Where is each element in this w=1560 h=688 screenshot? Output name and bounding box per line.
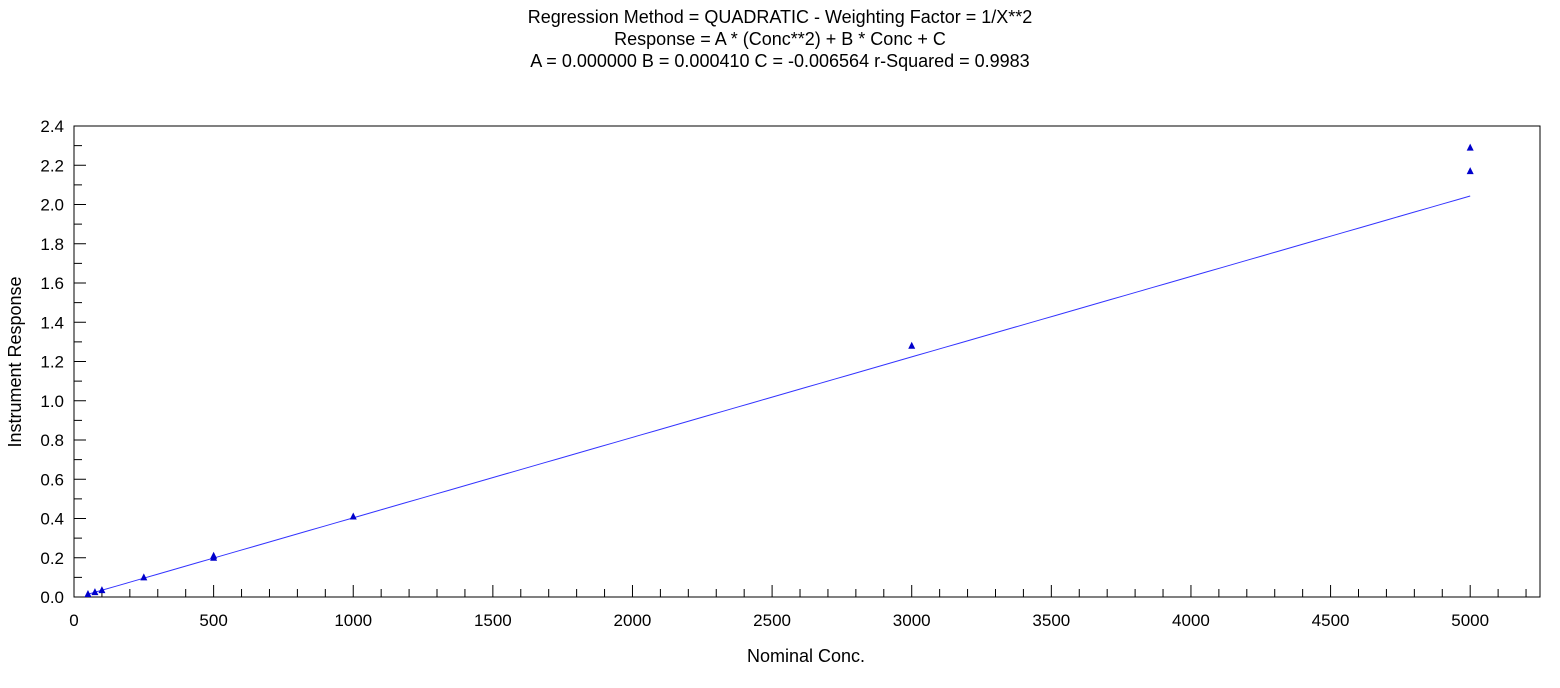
title-line-coefficients: A = 0.000000 B = 0.000410 C = -0.006564 … — [530, 51, 1030, 71]
x-tick-label: 4500 — [1312, 611, 1350, 630]
data-point — [98, 586, 106, 594]
y-tick-label: 1.8 — [40, 235, 64, 254]
y-tick-label: 1.4 — [40, 313, 64, 332]
data-point — [1466, 167, 1474, 175]
y-tick-label: 1.0 — [40, 392, 64, 411]
y-tick-label: 2.2 — [40, 156, 64, 175]
data-point — [140, 573, 148, 581]
x-tick-label: 5000 — [1451, 611, 1489, 630]
data-point — [1466, 143, 1474, 151]
y-tick-label: 0.8 — [40, 431, 64, 450]
y-axis-title: Instrument Response — [5, 276, 25, 447]
fit-curve-layer — [87, 195, 1471, 595]
x-axis-title: Nominal Conc. — [747, 646, 865, 666]
y-axis: 0.0 0.2 0.4 0.6 0.8 1.0 1.2 1.4 1.6 1.8 2.0 2.2 2.4 — [40, 117, 86, 607]
y-tick-label: 0.2 — [40, 549, 64, 568]
plot-frame — [73, 125, 1541, 598]
fit-line — [87, 195, 1471, 595]
y-tick-label: 0.0 — [40, 588, 64, 607]
x-tick-label: 500 — [199, 611, 227, 630]
x-tick-label: 2000 — [614, 611, 652, 630]
y-tick-label: 2.0 — [40, 196, 64, 215]
data-point — [91, 588, 99, 596]
data-point — [84, 590, 92, 598]
x-tick-label: 0 — [69, 611, 78, 630]
y-tick-label: 2.4 — [40, 117, 64, 136]
x-axis: 0 500 1000 1500 2000 2500 3000 3500 4000 4500 5000 — [69, 585, 1527, 630]
data-point — [908, 341, 916, 349]
x-tick-label: 1000 — [334, 611, 372, 630]
chart-title: Regression Method = QUADRATIC - Weightin… — [0, 6, 1560, 72]
x-tick-label: 3000 — [893, 611, 931, 630]
x-tick-label: 4000 — [1172, 611, 1210, 630]
title-line-method: Regression Method = QUADRATIC - Weightin… — [527, 7, 1033, 27]
y-tick-label: 0.6 — [40, 470, 64, 489]
x-tick-label: 2500 — [753, 611, 791, 630]
data-point — [210, 551, 218, 559]
data-point — [349, 512, 357, 520]
y-tick-label: 1.2 — [40, 353, 64, 372]
title-line-equation: Response = A * (Conc**2) + B * Conc + C — [614, 29, 946, 49]
x-tick-label: 1500 — [474, 611, 512, 630]
x-tick-label: 3500 — [1032, 611, 1070, 630]
y-tick-label: 0.4 — [40, 510, 64, 529]
data-points-layer — [84, 143, 1474, 598]
y-tick-label: 1.6 — [40, 274, 64, 293]
